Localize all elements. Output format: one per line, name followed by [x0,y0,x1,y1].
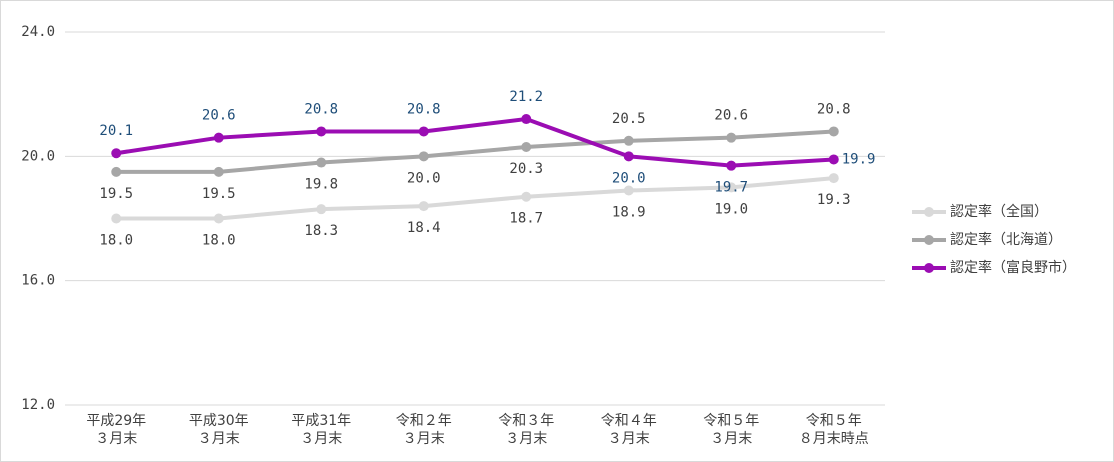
point [316,157,327,168]
x-tick-label-line: 令和４年 [601,413,657,429]
x-tick-label-line: ３月末 [198,431,240,447]
data-label: 19.0 [714,201,748,217]
point [418,126,429,137]
data-label: 18.9 [612,205,646,221]
point [111,148,122,159]
legend-marker [924,235,934,245]
data-label: 20.0 [612,170,646,186]
data-label: 18.0 [202,233,236,249]
data-label: 19.9 [842,151,876,167]
point [828,154,839,165]
x-tick-label-line: ３月末 [710,431,752,447]
data-label: 20.8 [817,101,851,117]
point [111,213,122,224]
x-tick-label-line: 平成30年 [189,413,249,429]
point [418,151,429,162]
x-tick-label: 令和３年 ３月末 [498,413,554,447]
point [213,132,224,143]
data-label: 20.5 [612,111,646,127]
legend-label: 認定率（北海道） [950,231,1062,248]
data-label: 20.3 [509,161,543,177]
point [213,213,224,224]
y-tick-label: 16.0 [21,273,55,289]
x-tick-label-line: ３月末 [300,431,342,447]
x-tick-label-line: ３月末 [95,431,137,447]
data-label: 19.3 [817,192,851,208]
legend-label: 認定率（全国） [950,203,1048,220]
x-tick-label: 令和５年 ３月末 [703,413,759,447]
point [316,126,327,137]
point [828,126,839,137]
point [726,182,737,193]
point [623,151,634,162]
point [623,135,634,146]
data-label: 20.6 [714,108,748,124]
x-tick-label: 平成29年 ３月末 [86,413,146,447]
series-line [116,129,834,174]
point [316,204,327,215]
legend-marker [924,263,934,273]
series-line [116,176,834,221]
point [521,142,532,153]
point [521,114,532,125]
y-tick-label: 12.0 [21,397,55,413]
point [418,201,429,212]
data-label: 18.7 [509,211,543,227]
data-label: 19.5 [202,186,236,202]
data-label: 20.0 [407,170,441,186]
data-label: 19.5 [99,186,133,202]
x-tick-label-line: 令和２年 [396,413,452,429]
data-label: 21.2 [509,89,543,105]
x-tick-label-line: 令和５年 [703,413,759,429]
x-tick-label-line: 平成29年 [86,413,146,429]
x-tick-label-line: 令和５年 [806,413,862,429]
x-tick-label: 平成30年 ３月末 [189,413,249,447]
point [828,173,839,184]
y-tick-label: 20.0 [21,148,55,164]
legend-marker [924,207,934,217]
x-tick-label: 平成31年 ３月末 [291,413,351,447]
legend-label: 認定率（富良野市） [950,259,1076,276]
point [623,185,634,196]
data-label: 18.4 [407,220,441,236]
data-label: 18.0 [99,233,133,249]
x-tick-label-line: ３月末 [403,431,445,447]
x-tick-label-line: ８月末時点 [799,431,869,447]
data-label: 20.6 [202,108,236,124]
data-label: 20.8 [407,101,441,117]
x-tick-label: 令和５年 ８月末時点 [799,413,869,447]
data-label: 19.8 [304,177,338,193]
point [521,191,532,202]
point [111,166,122,177]
data-label: 20.1 [99,123,133,139]
x-tick-label-line: ３月末 [608,431,650,447]
x-tick-label: 令和４年 ３月末 [601,413,657,447]
data-label: 20.8 [304,101,338,117]
y-tick-label: 24.0 [21,24,55,40]
point [726,132,737,143]
data-label: 18.3 [304,223,338,239]
x-tick-label-line: 令和３年 [498,413,554,429]
point [213,166,224,177]
point [726,160,737,171]
x-tick-label-line: 平成31年 [291,413,351,429]
x-tick-label: 令和２年 ３月末 [396,413,452,447]
data-label: 19.7 [714,180,748,196]
series-line [115,116,834,168]
x-tick-label-line: ３月末 [505,431,547,447]
